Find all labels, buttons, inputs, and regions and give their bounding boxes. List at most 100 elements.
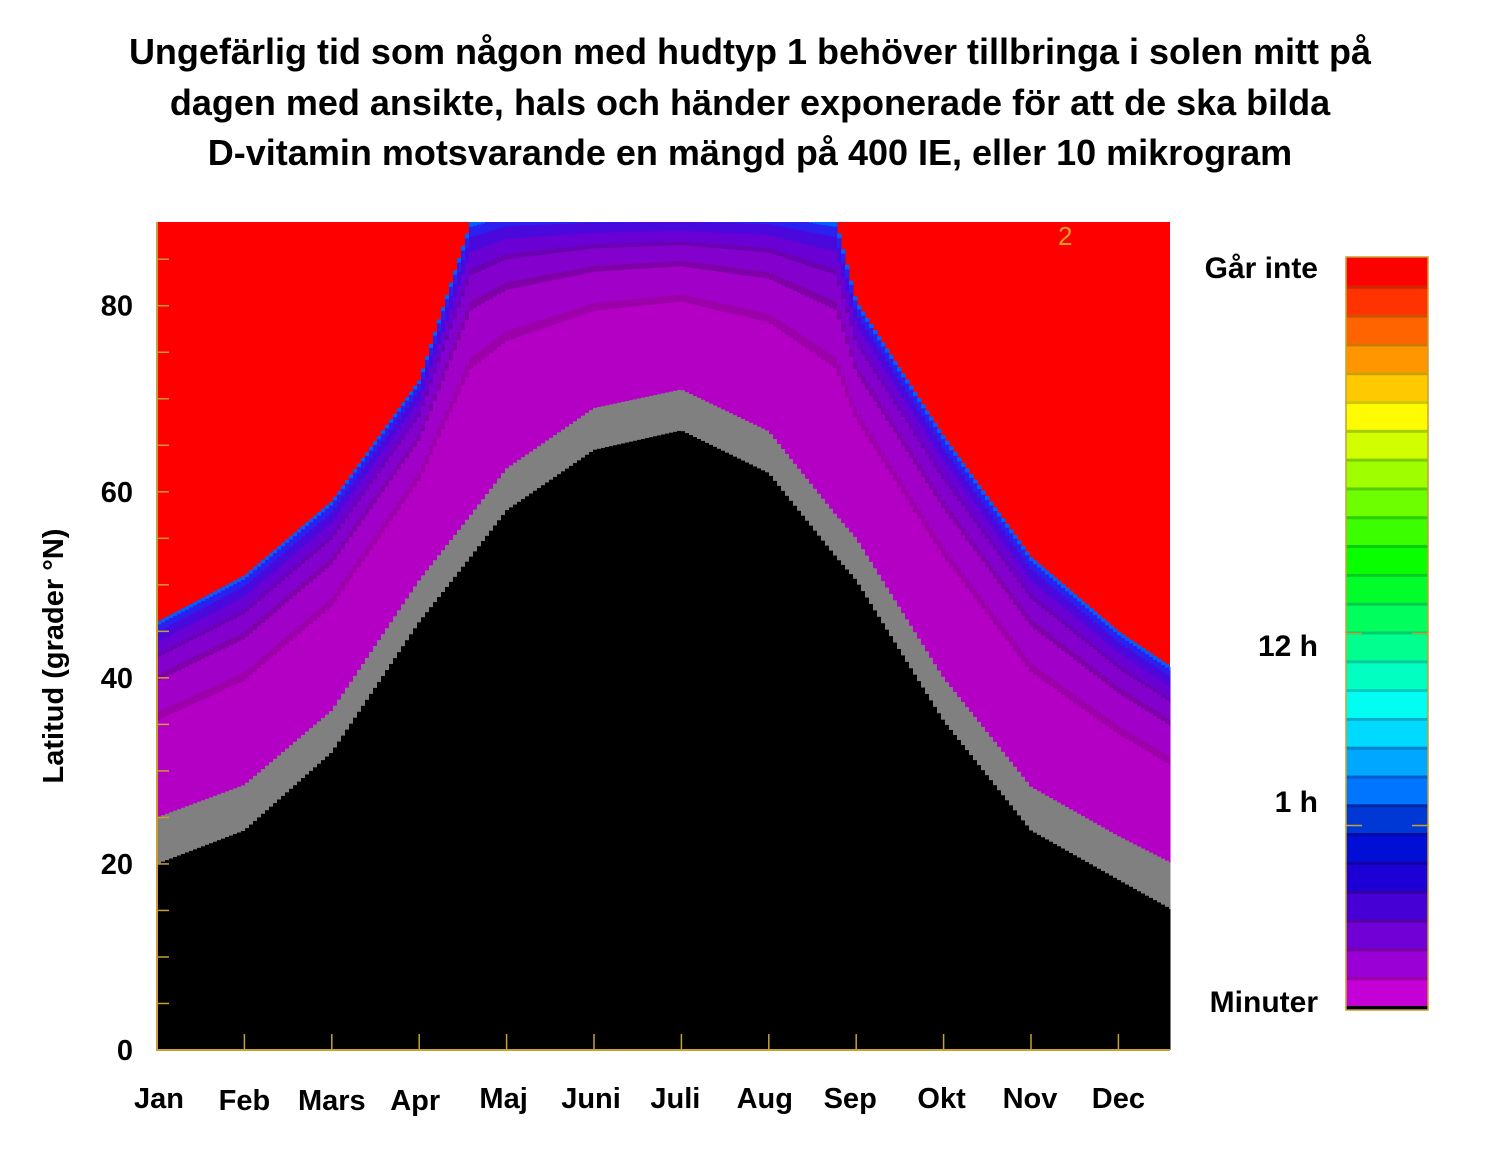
minutes-band-cell [765, 278, 770, 314]
minutes-band-cell [917, 462, 922, 471]
minutes-band-cell [1149, 707, 1154, 714]
minutes-band-cell [477, 222, 482, 225]
minutes-band-cell [749, 269, 754, 277]
night-region-cell [297, 781, 302, 1050]
minutes-band-cell [529, 236, 534, 252]
minutes-band-cell [449, 328, 454, 353]
minutes-band-cell [909, 450, 914, 459]
minutes-band-cell [845, 335, 850, 345]
minutes-band-cell [321, 508, 326, 513]
minutes-band-cell [477, 271, 482, 298]
minutes-band-cell [861, 430, 866, 550]
minutes-band-cell [841, 276, 846, 294]
minutes-band-cell [393, 433, 398, 447]
minutes-band-cell [633, 306, 638, 400]
minutes-band-cell [385, 424, 390, 429]
night-region-cell [1085, 862, 1090, 1050]
minutes-band-cell [733, 222, 738, 234]
minutes-band-cell [325, 515, 330, 527]
minutes-band-cell [697, 231, 702, 243]
minutes-band-cell [1041, 603, 1046, 609]
minutes-band-cell [1061, 584, 1066, 588]
minutes-band-cell [253, 604, 258, 624]
minutes-band-cell [437, 361, 442, 384]
gray-band-cell [285, 748, 290, 793]
minutes-band-cell [477, 224, 482, 235]
minutes-band-cell [657, 296, 662, 304]
colorbar-step [1346, 573, 1428, 604]
minutes-band-cell [429, 383, 434, 405]
minutes-band-cell [641, 262, 646, 269]
minutes-band-cell [805, 264, 810, 289]
minutes-band-cell [433, 372, 438, 394]
night-region-cell [533, 490, 538, 1050]
minutes-band-cell [1025, 588, 1030, 594]
gray-band-cell [641, 397, 646, 440]
minutes-band-cell [1053, 577, 1058, 582]
minutes-band-cell [841, 253, 846, 264]
minutes-band-cell [1121, 671, 1126, 691]
gray-band-cell [813, 488, 818, 532]
minutes-band-cell [973, 503, 978, 518]
minutes-band-cell [1037, 563, 1042, 568]
minutes-band-cell [249, 569, 254, 574]
minutes-band-cell [673, 260, 678, 267]
gray-band-cell [725, 411, 730, 454]
minutes-band-cell [377, 472, 382, 492]
minutes-band-cell [285, 595, 290, 603]
minutes-band-cell [365, 452, 370, 456]
minutes-band-cell [281, 605, 286, 640]
gray-band-cell [517, 459, 522, 503]
minutes-band-cell [345, 517, 350, 537]
minutes-band-cell [1113, 665, 1118, 685]
minutes-band-cell [717, 243, 722, 249]
minutes-band-cell [265, 589, 270, 595]
gray-band-cell [513, 462, 518, 506]
gray-band-cell [1109, 831, 1114, 877]
gray-band-cell [357, 669, 362, 713]
minutes-band-cell [1129, 733, 1134, 742]
minutes-band-cell [873, 372, 878, 395]
minutes-band-cell [717, 247, 722, 266]
minutes-band-cell [1109, 625, 1114, 629]
minutes-band-cell [297, 633, 302, 739]
minutes-band-cell [857, 329, 862, 344]
minutes-band-cell [985, 519, 990, 535]
minutes-band-cell [1081, 639, 1086, 660]
night-region-cell [701, 440, 706, 1051]
gray-band-cell [865, 555, 870, 599]
minutes-band-cell [181, 707, 186, 809]
minutes-band-cell [449, 308, 454, 325]
minutes-band-cell [781, 277, 786, 286]
minutes-band-cell [965, 480, 970, 493]
minutes-band-cell [977, 556, 982, 595]
minutes-band-cell [813, 343, 818, 355]
minutes-band-cell [485, 344, 490, 357]
minutes-band-cell [1033, 563, 1038, 573]
minutes-band-cell [313, 525, 318, 537]
minutes-band-cell [225, 621, 230, 642]
minutes-band-cell [1085, 668, 1090, 704]
minutes-band-cell [733, 232, 738, 246]
night-region-cell [561, 471, 566, 1050]
minutes-band-cell [957, 577, 962, 698]
minutes-band-cell [381, 466, 386, 486]
night-region-cell [217, 840, 222, 1050]
minutes-band-cell [645, 262, 650, 269]
minutes-band-cell [661, 245, 666, 262]
minutes-band-cell [333, 559, 338, 594]
minutes-band-cell [817, 293, 822, 303]
gray-band-cell [1005, 756, 1010, 801]
night-region-cell [289, 788, 294, 1050]
minutes-band-cell [225, 587, 230, 596]
minutes-band-cell [965, 539, 970, 579]
minutes-band-cell [917, 398, 922, 403]
minutes-band-cell [833, 309, 838, 357]
night-region-cell [841, 564, 846, 1050]
minutes-band-cell [1085, 662, 1090, 670]
night-region-cell [257, 817, 262, 1050]
minutes-band-cell [1069, 691, 1074, 701]
minutes-band-cell [901, 438, 906, 446]
minutes-band-cell [757, 319, 762, 428]
minutes-band-cell [229, 677, 234, 687]
